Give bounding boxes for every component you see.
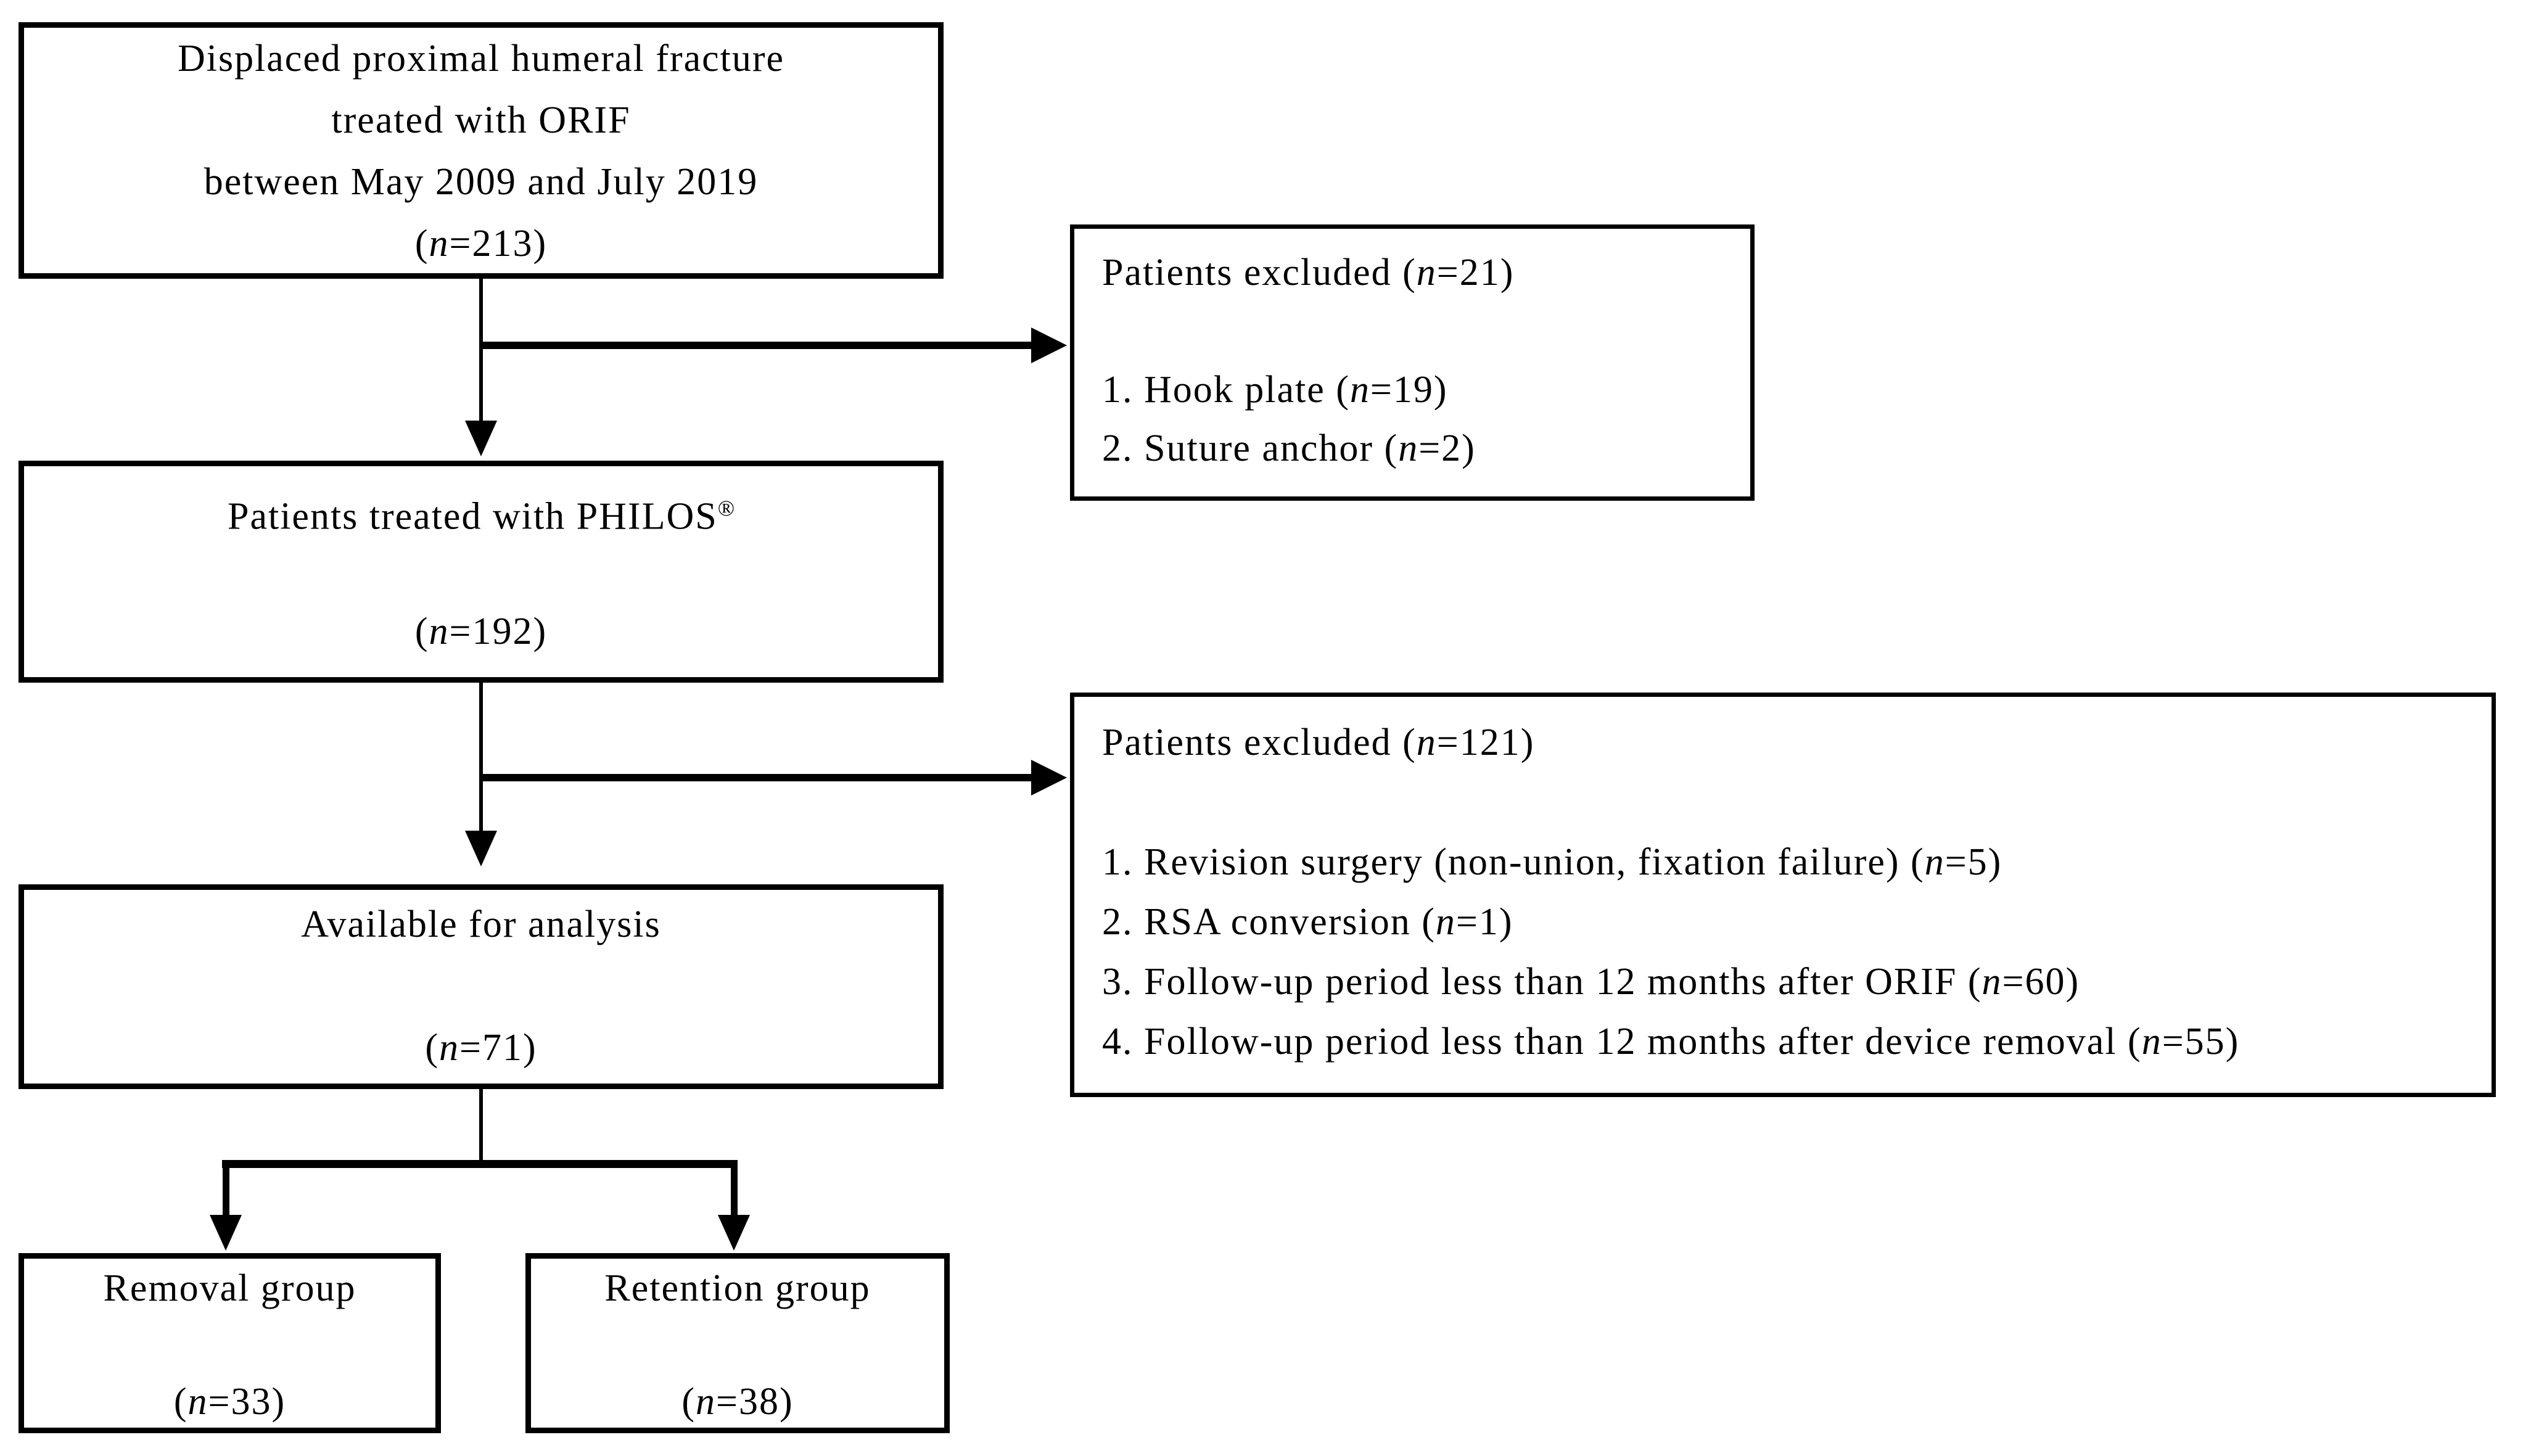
text-line-item: 4. Follow-up period less than 12 months …: [1102, 1021, 2240, 1063]
text-line-blank: [531, 1317, 944, 1373]
text-line-title: Patients excluded (n=121): [1102, 722, 1535, 763]
arrow-branch-excluded-1-line: [479, 342, 1031, 349]
text-line-item: 1. Revision surgery (non-union, fixation…: [1102, 841, 2002, 883]
text-line: treated with ORIF: [331, 99, 631, 141]
arrow-to-retention-head: [718, 1215, 750, 1251]
text-line-count: (n=213): [414, 223, 548, 265]
box-excluded-2: Patients excluded (n=121) 1. Revision su…: [1070, 693, 2496, 1097]
box-philos-treated: Patients treated with PHILOS® (n=192): [19, 461, 944, 683]
arrow-branch-excluded-2-line: [479, 774, 1031, 781]
text-line-blank: [24, 1317, 435, 1373]
text-line: Available for analysis: [301, 903, 661, 945]
arrow-branch-excluded-2-head: [1031, 760, 1067, 796]
arrow-to-removal-line: [223, 1160, 229, 1217]
box-excluded-1: Patients excluded (n=21) 1. Hook plate (…: [1070, 224, 1755, 501]
arrow-initial-to-philos-head: [465, 421, 497, 456]
text-line-item: 1. Hook plate (n=19): [1102, 369, 1448, 411]
arrow-philos-to-analysis-line: [479, 683, 483, 832]
text-line: Removal group: [103, 1267, 356, 1309]
arrow-philos-to-analysis-head: [465, 831, 497, 866]
text-line-count: (n=33): [173, 1381, 286, 1423]
text-line-count: (n=192): [414, 611, 548, 652]
text-line: Displaced proximal humeral fracture: [177, 38, 785, 80]
text-line-item: 2. Suture anchor (n=2): [1102, 427, 1476, 469]
text-line: Patients treated with PHILOS®: [227, 495, 735, 538]
split-stem-line: [479, 1089, 483, 1164]
box-available-analysis: Available for analysis (n=71): [19, 884, 944, 1089]
text-line-blank: [24, 539, 938, 601]
box-initial-cohort: Displaced proximal humeral fracture trea…: [19, 22, 944, 279]
text-line-count: (n=38): [681, 1381, 794, 1423]
text-line: between May 2009 and July 2019: [204, 161, 759, 203]
text-line-count: (n=71): [425, 1027, 537, 1069]
text-line-item: 2. RSA conversion (n=1): [1102, 901, 1513, 943]
arrow-to-removal-head: [210, 1215, 242, 1251]
text-line: Retention group: [604, 1267, 871, 1309]
arrow-to-retention-line: [731, 1160, 738, 1217]
text-line-blank: [1102, 302, 1738, 361]
text-line-item: 3. Follow-up period less than 12 months …: [1102, 961, 2080, 1003]
box-removal-group: Removal group (n=33): [19, 1253, 441, 1433]
text-line-blank: [1102, 773, 2482, 833]
arrow-branch-excluded-1-head: [1031, 327, 1067, 363]
box-retention-group: Retention group (n=38): [525, 1253, 950, 1433]
text-line-blank: [24, 955, 938, 1017]
arrow-initial-to-philos-line: [479, 279, 483, 422]
text-line-title: Patients excluded (n=21): [1102, 252, 1515, 294]
registered-trademark-symbol: ®: [717, 496, 735, 520]
split-crossbar-line: [222, 1160, 738, 1168]
